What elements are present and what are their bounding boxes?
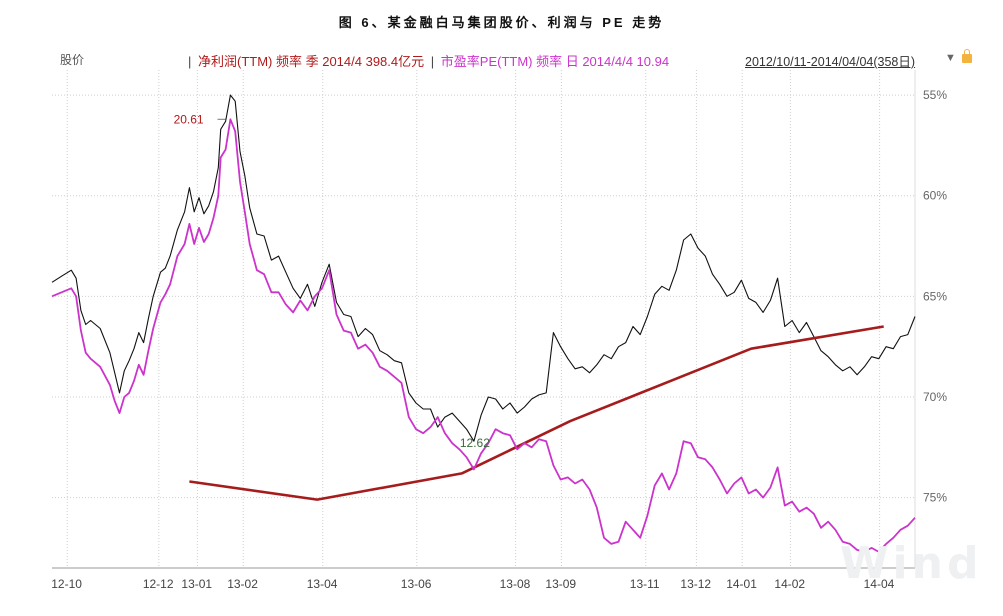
y-tick-label: 60% xyxy=(923,189,947,203)
annotation-max: 20.61 xyxy=(174,112,204,126)
legend-pe[interactable]: 市盈率PE(TTM) 频率 日 2014/4/4 10.94 xyxy=(440,54,670,69)
axes: 55% 60% 65% 70% 75% 12-10 12-12 13-01 13-02 13-04… xyxy=(51,70,947,591)
annotation-min: 12.62 xyxy=(460,436,490,450)
annotations: 20.61 12.62 xyxy=(174,112,491,450)
y-tick-label: 55% xyxy=(923,88,947,102)
lock-icon[interactable] xyxy=(962,49,972,63)
y-tick-label: 70% xyxy=(923,390,947,404)
x-tick-label: 13-11 xyxy=(630,577,660,591)
x-tick-label: 13-12 xyxy=(680,577,711,591)
watermark: Wind xyxy=(840,538,983,589)
x-tick-label: 13-01 xyxy=(181,577,212,591)
legend-separator: | xyxy=(430,54,435,69)
price-axis-label: 股价 xyxy=(60,53,85,67)
y-tick-label: 75% xyxy=(923,491,947,505)
date-range-selector[interactable]: 2012/10/11-2014/04/04(358日) xyxy=(745,55,916,69)
triangle-down-icon[interactable]: ▼ xyxy=(945,52,956,64)
x-tick-label: 13-09 xyxy=(545,577,576,591)
series-line-price xyxy=(51,94,916,442)
x-tick-label: 13-06 xyxy=(401,577,432,591)
series-lines xyxy=(51,94,916,553)
figure-title: 图 6、某金融白马集团股价、利润与 PE 走势 xyxy=(338,15,665,30)
legend: | 净利润(TTM) 频率 季 2014/4 398.4亿元 | 市盈率PE(T… xyxy=(185,51,669,70)
series-line-pe xyxy=(51,118,916,553)
chart-header: 股价 | 净利润(TTM) 频率 季 2014/4 398.4亿元 | 市盈率P… xyxy=(0,48,1003,70)
x-tick-label: 14-02 xyxy=(774,577,805,591)
grid xyxy=(52,70,915,568)
x-tick-label: 13-02 xyxy=(227,577,258,591)
x-tick-label: 13-08 xyxy=(500,577,531,591)
x-tick-label: 13-04 xyxy=(307,577,338,591)
legend-profit[interactable]: 净利润(TTM) 频率 季 2014/4 398.4亿元 xyxy=(198,54,425,69)
x-tick-label: 12-10 xyxy=(51,577,82,591)
legend-separator: | xyxy=(188,54,192,69)
x-tick-label: 14-04 xyxy=(864,577,895,591)
x-tick-label: 12-12 xyxy=(143,577,174,591)
x-tick-label: 14-01 xyxy=(726,577,757,591)
y-tick-label: 65% xyxy=(923,289,947,303)
